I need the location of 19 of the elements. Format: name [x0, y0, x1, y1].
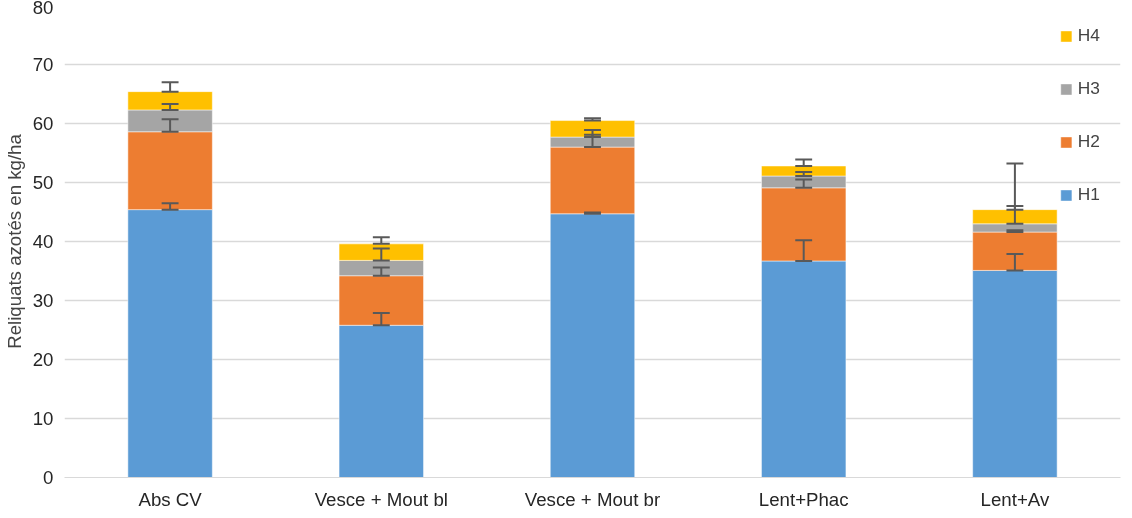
legend-label: H4 [1077, 25, 1100, 46]
x-tick-label: Lent+Av [980, 488, 1050, 510]
y-axis-title: Reliquats azotés en kg/ha [3, 133, 25, 349]
y-tick-label: 30 [32, 290, 54, 311]
legend-label: H1 [1077, 184, 1100, 205]
x-tick-label: Vesce + Mout br [524, 488, 661, 510]
y-tick-label: 50 [32, 172, 54, 193]
x-tick-label: Lent+Phac [758, 488, 849, 510]
x-tick-label: Vesce + Mout bl [314, 488, 448, 510]
y-tick-label: 0 [43, 467, 54, 488]
y-tick-label: 60 [32, 113, 54, 134]
y-tick-label: 20 [32, 349, 54, 370]
x-tick-label: Abs CV [138, 488, 203, 510]
y-tick-label: 10 [32, 408, 54, 429]
legend-label: H2 [1077, 131, 1100, 152]
y-tick-label: 70 [32, 54, 54, 75]
y-tick-label: 40 [32, 231, 54, 252]
legend-label: H3 [1077, 78, 1100, 99]
y-tick-label: 80 [32, 0, 54, 18]
